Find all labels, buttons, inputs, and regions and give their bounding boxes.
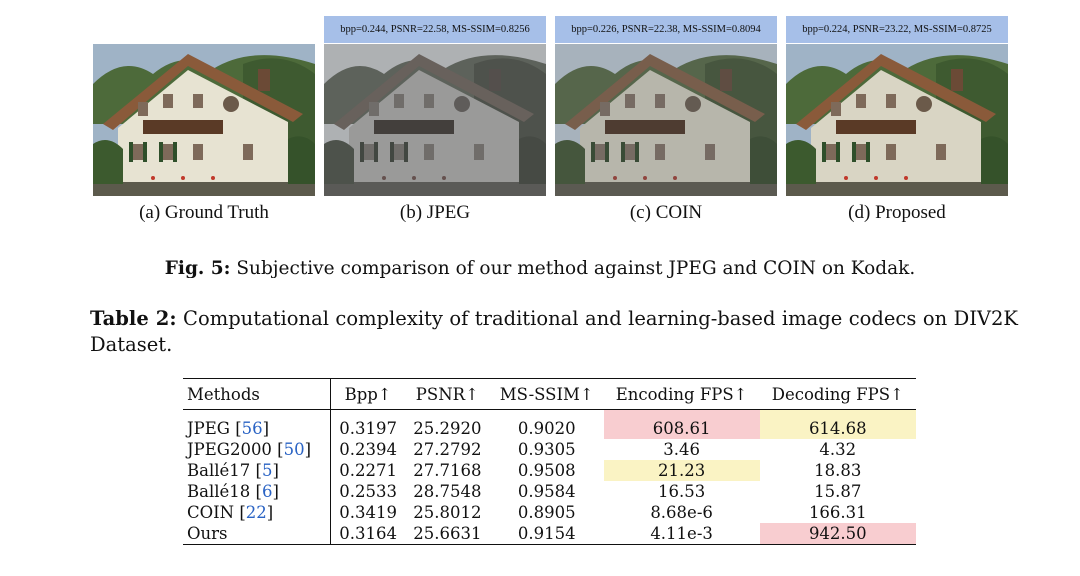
panel-caption: (c) COIN: [629, 202, 703, 223]
cell-decoding-fps: 614.68: [759, 409, 916, 439]
figure-caption-text: Subjective comparison of our method agai…: [236, 258, 916, 278]
cell-encoding-fps: 3.46: [663, 440, 700, 459]
cell-psnr: 27.2792: [413, 440, 482, 459]
cell-method: Ballé18 [6]: [187, 482, 279, 501]
cell-psnr: 28.7548: [413, 482, 482, 501]
header-encoding-fps: Encoding FPS↑: [603, 378, 760, 410]
cell-decoding-fps: 942.50: [759, 523, 916, 545]
citation-link[interactable]: 56: [241, 419, 263, 438]
cell-decoding-fps: 4.32: [819, 440, 857, 459]
table-row: COIN [22] 0.3419 25.8012 0.8905 8.68e-6 166.3…: [183, 502, 916, 523]
citation-link[interactable]: 22: [245, 503, 267, 522]
header-methods: Methods: [183, 378, 331, 410]
cell-psnr: 25.6631: [404, 523, 490, 545]
cell-encoding-fps: 21.23: [603, 460, 760, 481]
cell-msssim: 0.9584: [517, 482, 576, 501]
cell-method: JPEG [56]: [187, 419, 270, 438]
header-bpp: Bpp↑: [330, 378, 405, 410]
header-psnr: PSNR↑: [404, 378, 490, 410]
table-row: JPEG [56] 0.3197 25.2920 0.9020 608.61 614.68: [183, 409, 916, 439]
complexity-table: Methods Bpp↑ PSNR↑ MS-SSIM↑ Encoding FPS…: [183, 378, 916, 545]
cell-bpp: 0.3197: [330, 409, 405, 439]
cell-method: Ours: [183, 523, 331, 545]
figure-caption: Fig. 5: Subjective comparison of our met…: [0, 258, 1080, 278]
cell-method: COIN [22]: [187, 503, 274, 522]
table-caption: Table 2: Computational complexity of tra…: [90, 306, 1018, 358]
citation-link[interactable]: 6: [261, 482, 273, 501]
header-decoding-fps: Decoding FPS↑: [759, 378, 916, 410]
cell-encoding-fps: 16.53: [657, 482, 706, 501]
cell-psnr: 25.2920: [413, 419, 482, 438]
cell-encoding-fps: 4.11e-3: [603, 523, 760, 545]
panel-caption: (a) Ground Truth: [139, 202, 269, 223]
table-caption-label: Table 2:: [90, 307, 177, 330]
cell-psnr: 27.7168: [413, 461, 482, 480]
cell-decoding-fps: 166.31: [808, 503, 867, 522]
cell-bpp: 0.2533: [330, 481, 405, 502]
panel-metrics: bpp=0.244, PSNR=22.58, MS-SSIM=0.8256: [324, 16, 546, 43]
cell-psnr: 25.8012: [413, 503, 482, 522]
house-photo: [786, 44, 1008, 196]
panel-metrics: bpp=0.224, PSNR=23.22, MS-SSIM=0.8725: [786, 16, 1008, 43]
table-header-row: Methods Bpp↑ PSNR↑ MS-SSIM↑ Encoding FPS…: [183, 378, 916, 410]
table-caption-text: Computational complexity of traditional …: [90, 307, 1018, 356]
table-row: JPEG2000 [50] 0.2394 27.2792 0.9305 3.46 4.32: [183, 439, 916, 460]
cell-encoding-fps: 608.61: [603, 409, 760, 439]
header-msssim: MS-SSIM↑: [489, 378, 604, 410]
cell-method: Ballé17 [5]: [187, 461, 279, 480]
house-photo: [324, 44, 546, 196]
cell-method: JPEG2000 [50]: [187, 440, 312, 459]
cell-bpp: 0.2271: [330, 460, 405, 481]
cell-msssim: 0.9020: [517, 419, 576, 438]
panel-metrics: bpp=0.226, PSNR=22.38, MS-SSIM=0.8094: [555, 16, 777, 43]
table-row: Ours 0.3164 25.6631 0.9154 4.11e-3 942.50: [183, 523, 916, 545]
panel-caption: (d) Proposed: [848, 202, 946, 223]
figure-caption-label: Fig. 5:: [164, 258, 231, 278]
house-photo: [555, 44, 777, 196]
cell-msssim: 0.9154: [489, 523, 604, 545]
cell-msssim: 0.8905: [517, 503, 576, 522]
citation-link[interactable]: 50: [283, 440, 305, 459]
house-photo: [93, 44, 315, 196]
table-body: JPEG [56] 0.3197 25.2920 0.9020 608.61 614.68…: [183, 409, 916, 545]
citation-link[interactable]: 5: [261, 461, 273, 480]
table-row: Ballé18 [6] 0.2533 28.7548 0.9584 16.53 15.87: [183, 481, 916, 502]
cell-bpp: 0.3164: [330, 523, 405, 545]
cell-bpp: 0.3419: [330, 502, 405, 523]
cell-encoding-fps: 8.68e-6: [650, 503, 713, 522]
cell-decoding-fps: 18.83: [814, 461, 862, 480]
cell-bpp: 0.2394: [330, 439, 405, 460]
cell-msssim: 0.9508: [517, 461, 576, 480]
table-row: Ballé17 [5] 0.2271 27.7168 0.9508 21.23 18.83: [183, 460, 916, 481]
cell-msssim: 0.9305: [517, 440, 576, 459]
panel-caption: (b) JPEG: [399, 202, 471, 223]
cell-decoding-fps: 15.87: [814, 482, 862, 501]
